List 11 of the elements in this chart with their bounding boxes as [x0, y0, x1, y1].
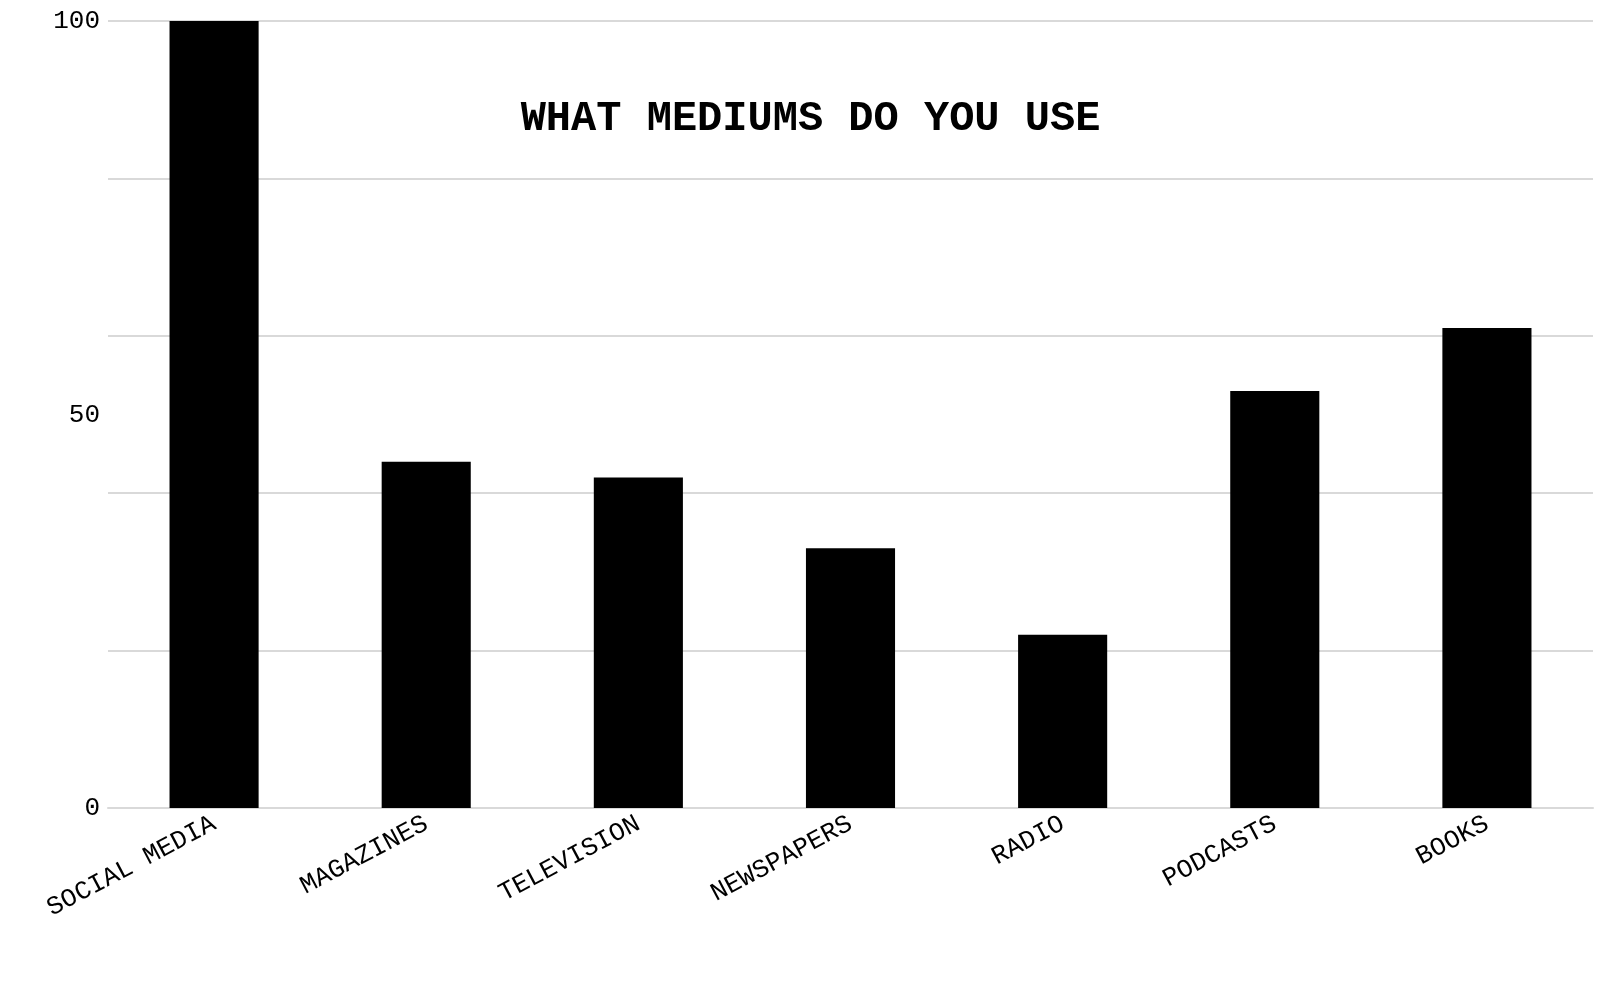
bar: [805, 548, 896, 808]
text: WHAT MEDIUMS DO YOU USE: [520, 95, 1101, 143]
bar: [169, 21, 259, 808]
y-tick-label: 100: [53, 6, 100, 36]
bar: [381, 461, 471, 808]
y-tick-label: 50: [68, 399, 100, 430]
y-tick-label: 0: [84, 793, 100, 823]
bar: [1442, 327, 1532, 808]
bar: [1018, 634, 1108, 808]
bar: [1230, 390, 1320, 808]
bar: [593, 477, 683, 808]
